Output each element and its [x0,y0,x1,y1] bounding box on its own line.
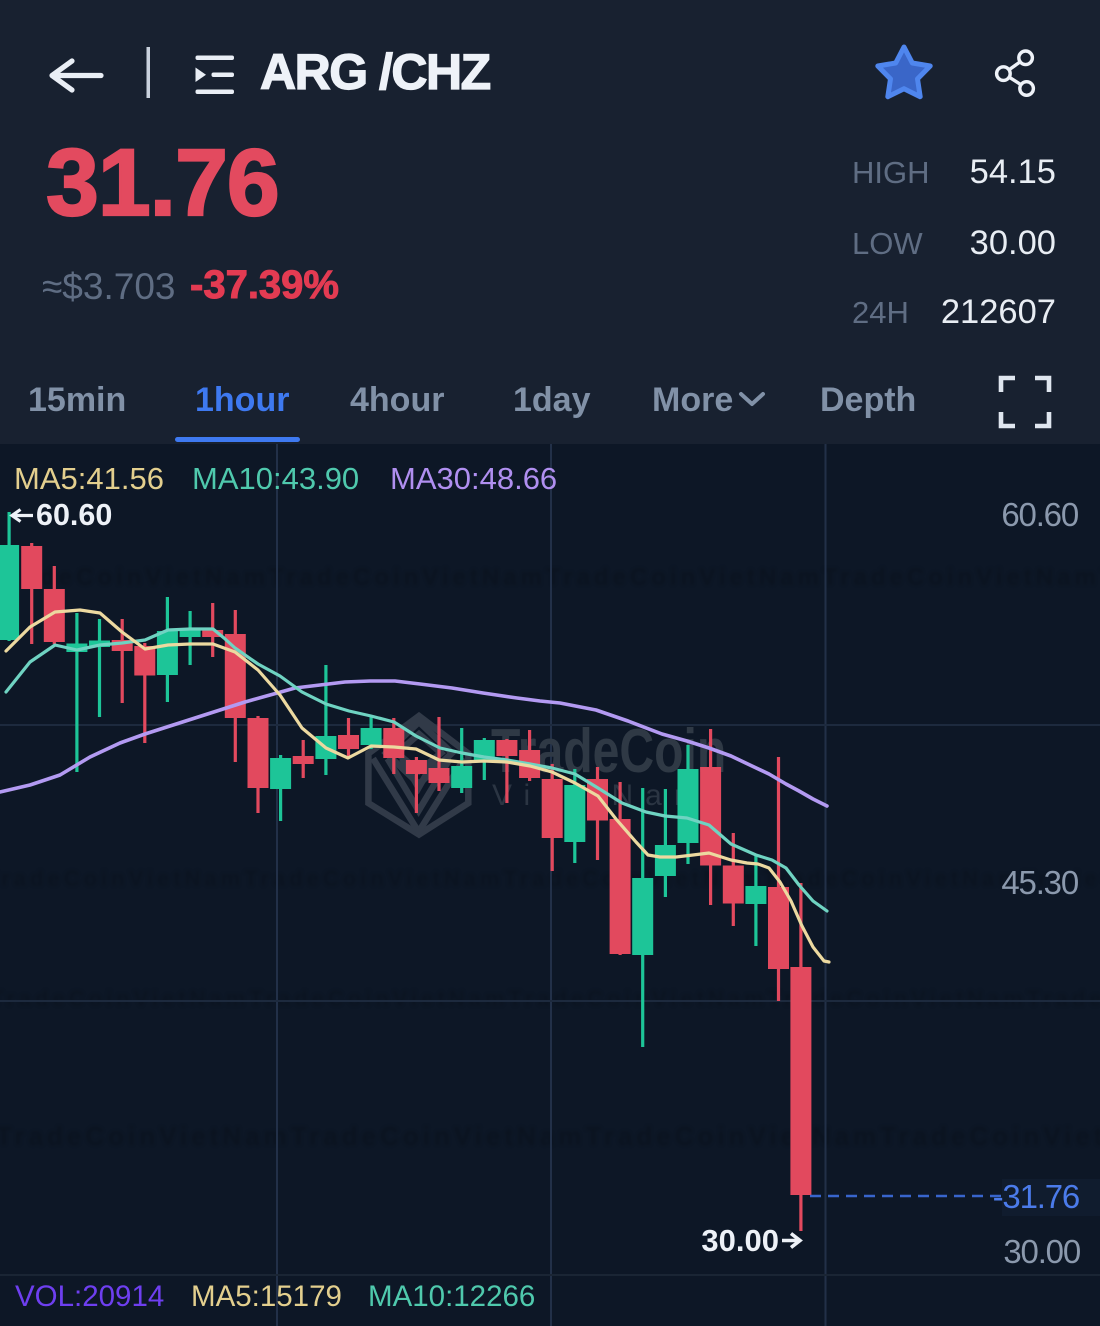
svg-text:MA10:12266: MA10:12266 [368,1280,535,1313]
svg-text:MA5:15179: MA5:15179 [191,1280,342,1313]
svg-text:30.00: 30.00 [1003,1233,1080,1270]
svg-text:60.60: 60.60 [1001,496,1078,533]
svg-text:VOL:20914: VOL:20914 [15,1280,164,1313]
svg-text:MA30:48.66: MA30:48.66 [390,461,557,496]
svg-text:60.60: 60.60 [36,498,112,532]
svg-text:MA5:41.56: MA5:41.56 [14,461,164,496]
svg-text:-31.76: -31.76 [993,1178,1079,1215]
svg-text:MA10:43.90: MA10:43.90 [192,461,359,496]
svg-text:30.00: 30.00 [701,1223,779,1258]
svg-text:45.30: 45.30 [1001,864,1078,901]
